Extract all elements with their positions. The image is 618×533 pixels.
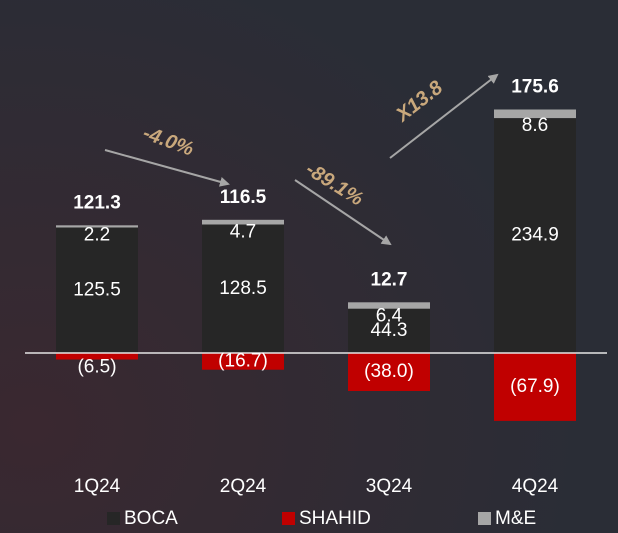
x-tick-label: 1Q24 [74,476,121,497]
data-label: (6.5) [77,357,116,378]
data-label: 234.9 [511,225,559,246]
bar-segment [56,353,138,360]
data-label: 4.7 [230,222,256,243]
data-label: 44.3 [371,320,408,341]
legend-label: BOCA [124,508,178,529]
total-label: 116.5 [220,187,267,208]
total-label: 175.6 [511,77,559,98]
bar-segment [494,353,576,421]
legend-swatch [478,512,491,525]
legend-label: SHAHID [299,508,371,529]
x-tick-label: 4Q24 [512,476,559,497]
legend-swatch [282,512,295,525]
bar-segment [56,227,138,353]
bar-segment [202,224,284,353]
arrow [104,149,230,187]
bar-segment [202,353,284,370]
legend-label: M&E [495,508,536,529]
arrow [294,179,392,246]
data-label: 6.4 [376,306,403,327]
data-label: (16.7) [218,350,268,371]
arrow [389,73,499,159]
total-label: 12.7 [371,269,408,290]
bar-segment [348,302,430,309]
data-label: (38.0) [364,361,414,382]
data-label: 8.6 [522,115,548,136]
data-label: 128.5 [219,278,267,299]
legend-swatch [107,512,120,525]
bar-segment [494,109,576,119]
data-label: 2.2 [84,225,110,246]
data-label: 125.5 [73,279,121,300]
x-tick-label: 2Q24 [220,476,267,497]
bar-segment [202,219,284,225]
bar-segment [56,225,138,228]
bar-segment [348,353,430,391]
data-label: (67.9) [510,376,560,397]
x-tick-label: 3Q24 [366,476,413,497]
total-label: 121.3 [73,192,121,213]
bar-segment [494,118,576,353]
bar-segment [348,308,430,353]
